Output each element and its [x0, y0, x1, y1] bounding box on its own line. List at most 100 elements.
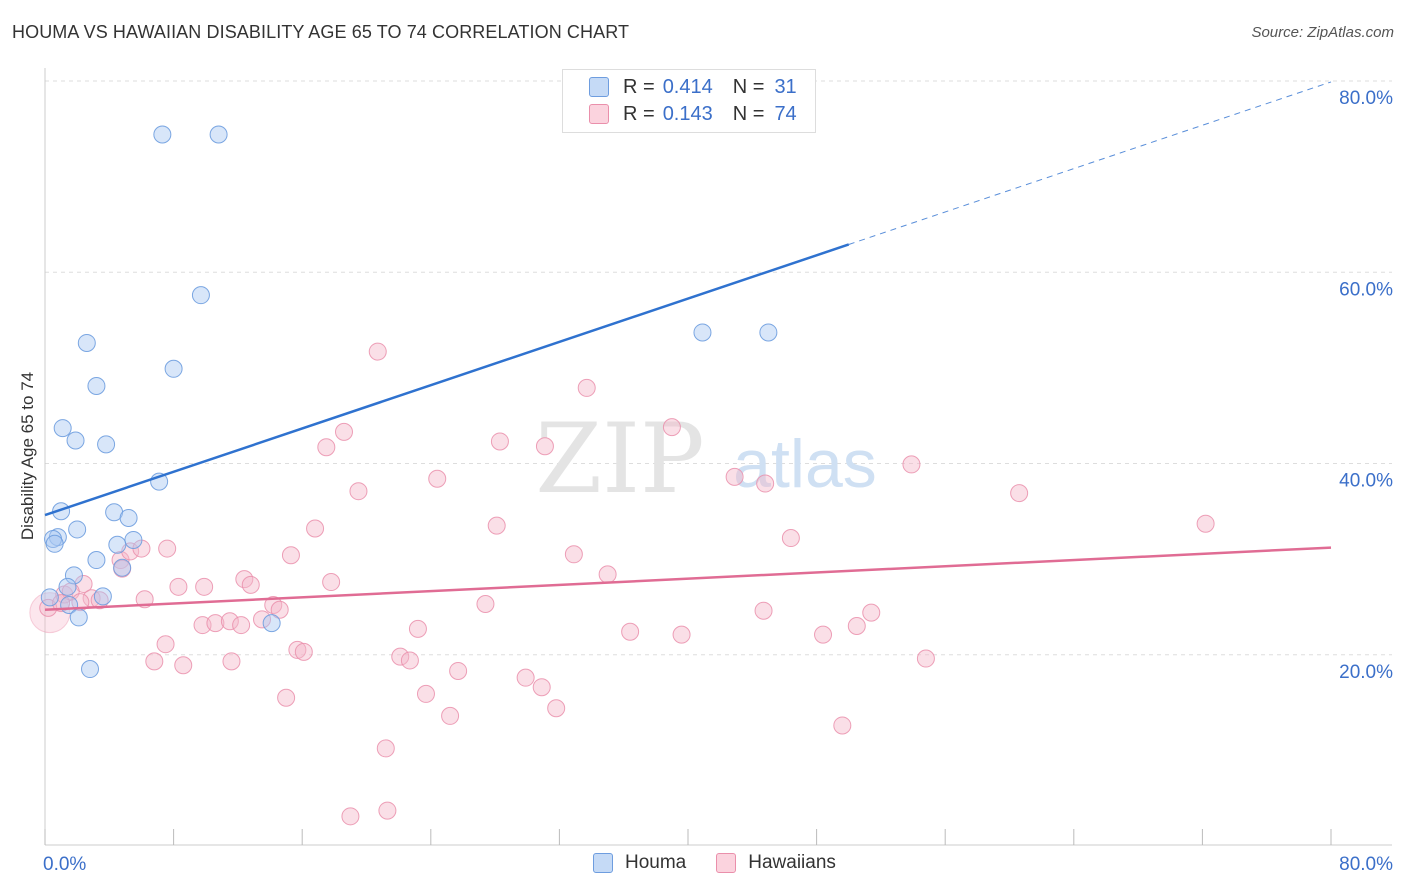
data-point-hawaiians — [206, 614, 225, 633]
data-point-houma — [97, 435, 116, 454]
legend-n-value: 31 — [774, 75, 797, 98]
bottom-legend-label-hawaiians: Hawaiians — [748, 852, 836, 873]
data-point-hawaiians — [232, 616, 251, 635]
source-credit: Source: ZipAtlas.com — [1251, 24, 1394, 41]
data-point-hawaiians — [547, 699, 566, 718]
data-point-houma — [693, 323, 712, 342]
bottom-legend-swatch-houma — [593, 853, 613, 873]
legend-row-houma: R = 0.414 N = 31 — [563, 74, 797, 100]
data-point-hawaiians — [288, 640, 307, 659]
data-point-hawaiians — [306, 519, 325, 538]
data-point-hawaiians — [368, 342, 387, 361]
data-point-hawaiians — [158, 539, 177, 558]
legend-r-value: 0.414 — [662, 75, 713, 98]
data-point-houma — [93, 587, 112, 606]
data-point-houma — [68, 520, 87, 539]
data-point-hawaiians — [725, 467, 744, 486]
bottom-legend-houma[interactable]: Houma — [593, 852, 686, 874]
y-tick-label: 60.0% — [1339, 279, 1393, 300]
watermark-zip: ZIP — [535, 403, 704, 515]
x-tick-label: 80.0% — [1339, 854, 1393, 875]
data-point-hawaiians — [294, 642, 313, 661]
data-point-hawaiians — [662, 418, 681, 437]
data-point-hawaiians — [814, 625, 833, 644]
trendlines — [44, 81, 1332, 612]
data-point-hawaiians — [621, 622, 640, 641]
legend-r-label: R = — [623, 102, 655, 125]
y-tick-label: 40.0% — [1339, 471, 1393, 492]
bottom-legend-hawaiians[interactable]: Hawaiians — [716, 852, 836, 874]
data-point-hawaiians — [270, 600, 289, 619]
data-point-hawaiians — [400, 651, 419, 670]
data-point-hawaiians — [220, 612, 239, 631]
data-point-hawaiians — [145, 652, 164, 671]
trendline-houma — [44, 243, 850, 517]
data-point-hawaiians — [535, 437, 554, 456]
data-point-houma — [58, 577, 77, 596]
data-point-hawaiians — [174, 656, 193, 675]
legend-r-label: R = — [623, 75, 655, 98]
data-point-hawaiians — [441, 706, 460, 725]
axes — [44, 68, 1392, 846]
data-point-hawaiians — [334, 422, 353, 441]
data-point-houma — [66, 431, 85, 450]
data-point-hawaiians — [341, 807, 360, 826]
data-point-houma — [113, 558, 132, 577]
bottom-legend-label-houma: Houma — [625, 852, 687, 873]
data-point-hawaiians — [847, 617, 866, 636]
data-point-hawaiians — [222, 652, 241, 671]
legend-swatch-houma — [589, 77, 609, 97]
data-point-hawaiians — [169, 577, 188, 596]
data-point-hawaiians — [476, 595, 495, 614]
data-point-houma — [45, 534, 64, 553]
data-point-hawaiians — [349, 482, 368, 501]
data-point-hawaiians — [449, 661, 468, 680]
data-point-houma — [209, 125, 228, 144]
legend-n-label: N = — [732, 102, 765, 125]
gridlines — [45, 80, 1392, 656]
data-point-hawaiians — [577, 378, 596, 397]
x-tick-label: 0.0% — [43, 854, 86, 875]
data-point-hawaiians — [195, 577, 214, 596]
data-point-hawaiians — [672, 625, 691, 644]
data-point-houma — [69, 608, 88, 627]
data-point-houma — [153, 125, 172, 144]
data-point-hawaiians — [281, 546, 300, 565]
data-point-houma — [81, 660, 100, 679]
data-point-houma — [87, 551, 106, 570]
data-point-houma — [124, 530, 143, 549]
data-point-hawaiians — [376, 739, 395, 758]
trendline-houma-projection — [848, 81, 1332, 245]
data-point-houma — [108, 535, 127, 554]
data-point-hawaiians — [253, 610, 272, 629]
data-point-hawaiians — [416, 684, 435, 703]
chart-title: HOUMA VS HAWAIIAN DISABILITY AGE 65 TO 7… — [12, 22, 630, 42]
data-point-hawaiians — [317, 438, 336, 457]
data-point-hawaiians — [378, 801, 397, 820]
data-point-hawaiians — [781, 529, 800, 548]
y-tick-label: 20.0% — [1339, 662, 1393, 683]
data-point-hawaiians — [756, 474, 775, 493]
legend-row-hawaiians: R = 0.143 N = 74 — [563, 101, 797, 127]
data-point-hawaiians — [241, 575, 260, 594]
legend: R = 0.414 N = 31 R = 0.143 N = 74 — [562, 69, 816, 133]
data-point-houma — [759, 323, 778, 342]
data-point-hawaiians — [532, 678, 551, 697]
data-point-houma — [191, 286, 210, 305]
data-point-houma — [87, 377, 106, 395]
data-point-hawaiians — [598, 565, 617, 584]
y-axis-label: Disability Age 65 to 74 — [18, 371, 37, 541]
tick-labels: 20.0% 40.0% 60.0% 80.0% 0.0% 80.0% — [43, 88, 1393, 875]
data-point-houma — [164, 359, 183, 378]
data-point-hawaiians — [564, 545, 583, 564]
data-point-hawaiians — [862, 603, 881, 622]
data-point-houma — [119, 508, 138, 527]
data-point-hawaiians — [428, 469, 447, 488]
legend-n-label: N = — [732, 75, 765, 98]
data-point-houma — [40, 588, 59, 607]
data-point-hawaiians — [902, 455, 921, 474]
bottom-legend-swatch-hawaiians — [716, 853, 737, 873]
data-point-hawaiians — [1010, 484, 1029, 503]
data-point-houma — [53, 419, 72, 438]
data-point-houma — [64, 566, 83, 585]
